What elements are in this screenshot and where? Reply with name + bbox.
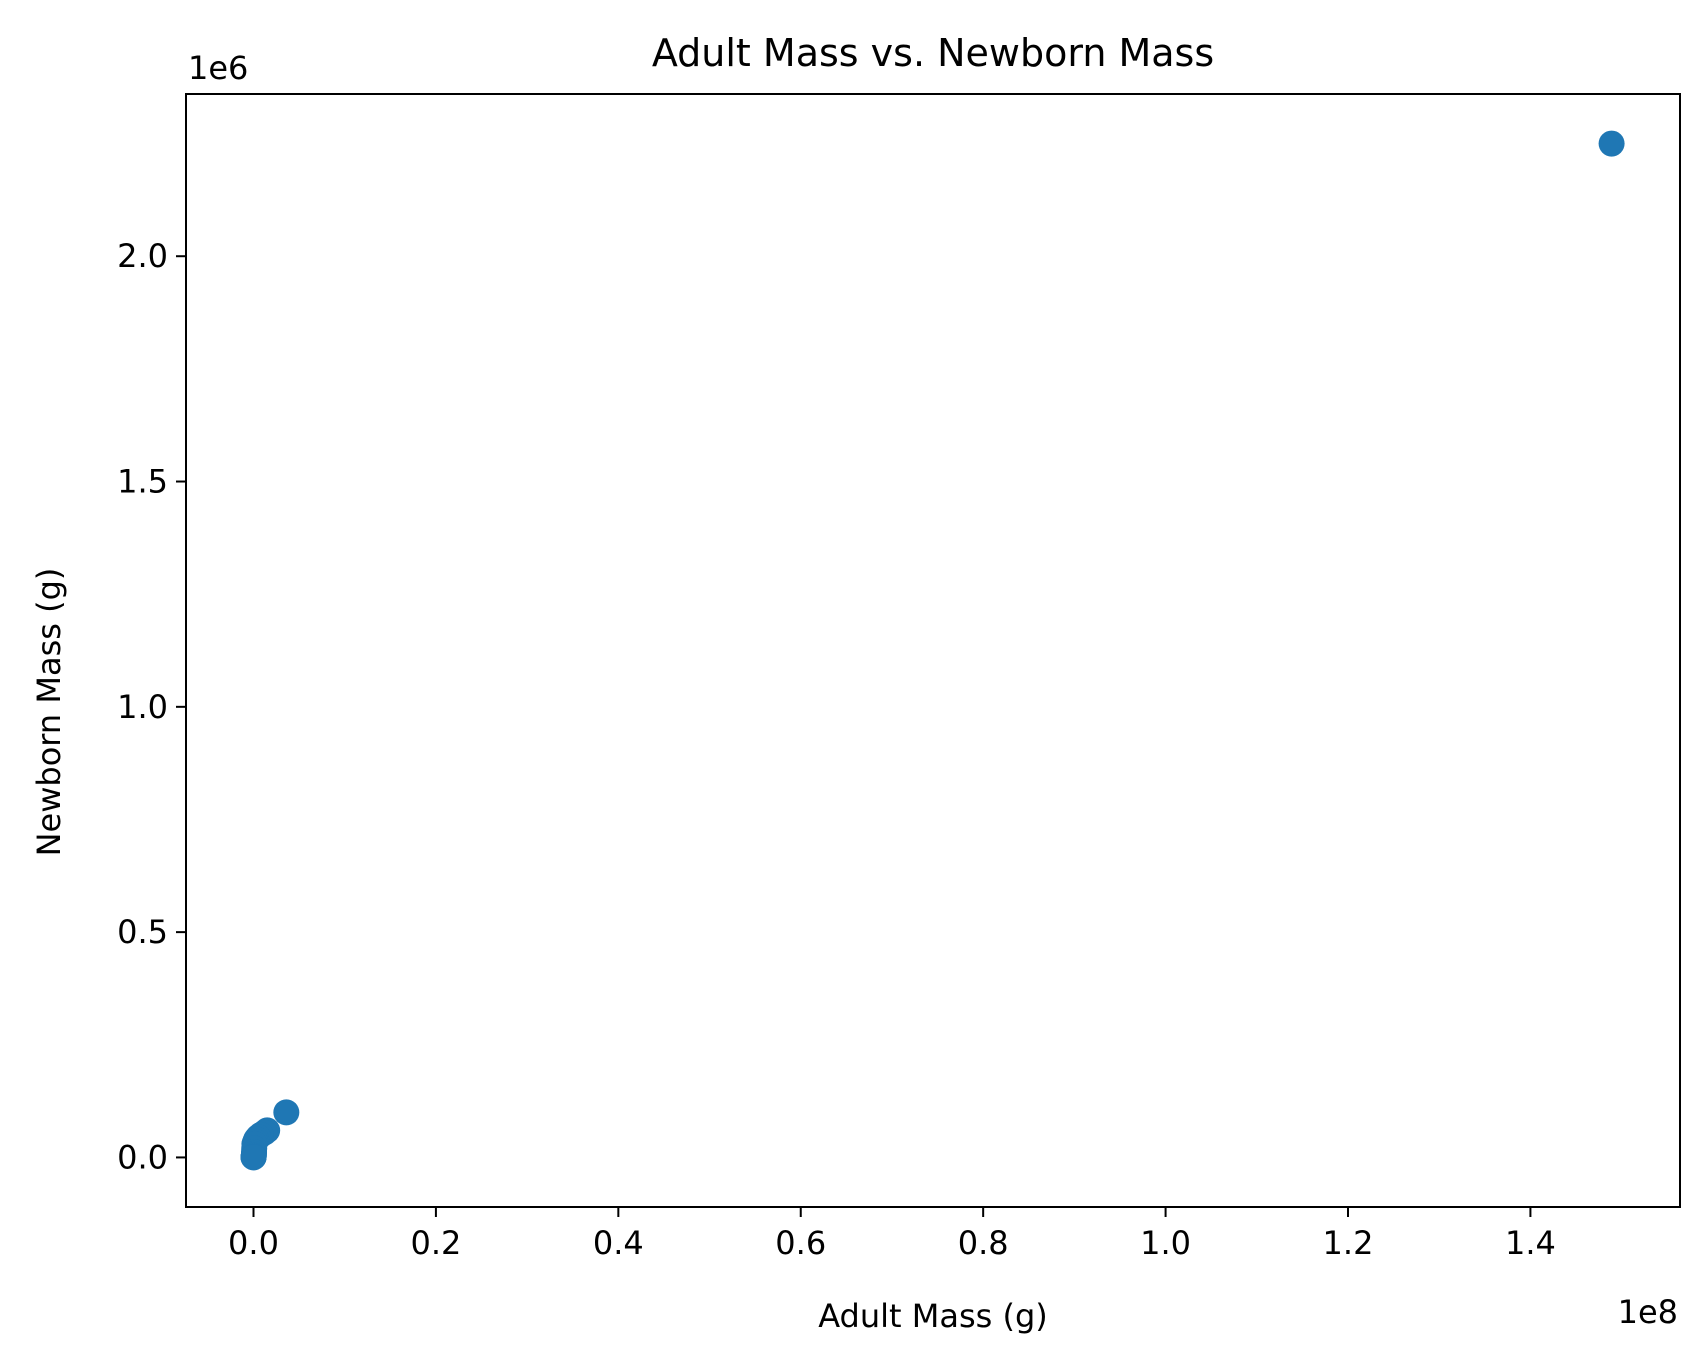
- scatter-point: [273, 1099, 300, 1126]
- x-tick-label: 0.2: [410, 1224, 461, 1262]
- x-tick-label: 0.6: [775, 1224, 826, 1262]
- chart-title: Adult Mass vs. Newborn Mass: [652, 31, 1214, 75]
- x-axis-label: Adult Mass (g): [818, 1297, 1048, 1335]
- y-axis-offset-label: 1e6: [188, 49, 248, 87]
- x-axis-ticks: 0.0 0.2 0.4 0.6 0.8 1.0 1.2 1.4: [228, 1207, 1556, 1262]
- y-tick-label: 1.0: [117, 688, 168, 726]
- x-tick-label: 1.2: [1323, 1224, 1374, 1262]
- x-tick-label: 0.4: [593, 1224, 644, 1262]
- x-axis-offset-label: 1e8: [1618, 1293, 1678, 1331]
- y-tick-label: 0.0: [117, 1138, 168, 1176]
- y-tick-label: 2.0: [117, 237, 168, 275]
- x-tick-label: 0.8: [958, 1224, 1009, 1262]
- plot-area-frame: [185, 93, 1681, 1208]
- y-axis-ticks: 0.0 0.5 1.0 1.5 2.0: [117, 237, 186, 1176]
- y-axis-label: Newborn Mass (g): [30, 568, 68, 857]
- y-tick-label: 0.5: [117, 913, 168, 951]
- scatter-point: [1598, 130, 1625, 157]
- x-tick-label: 1.0: [1140, 1224, 1191, 1262]
- scatter-point: [240, 1144, 267, 1171]
- y-tick-label: 1.5: [117, 463, 168, 501]
- scatter-points: [240, 130, 1625, 1171]
- x-tick-label: 0.0: [228, 1224, 279, 1262]
- x-tick-label: 1.4: [1505, 1224, 1556, 1262]
